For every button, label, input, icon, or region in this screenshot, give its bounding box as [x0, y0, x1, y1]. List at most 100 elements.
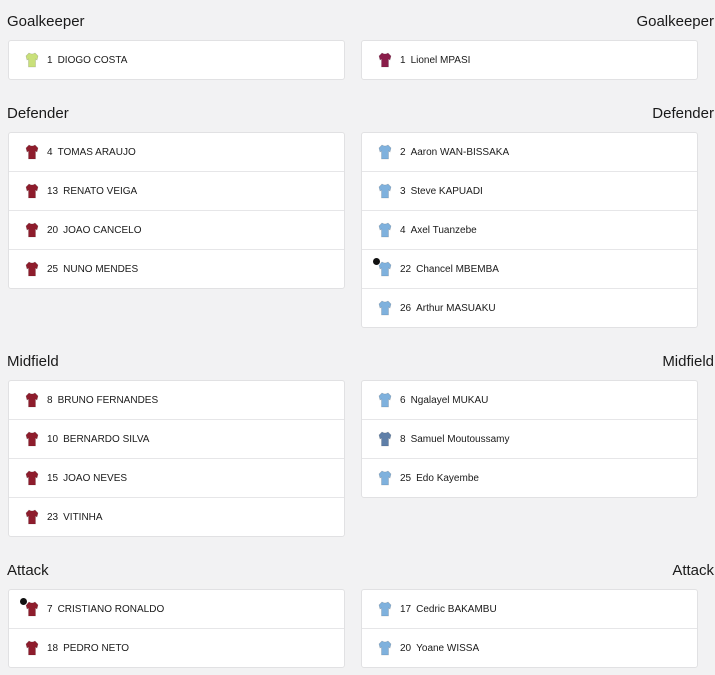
position-section: Midfield 8 BRUNO FERNANDES 10 BERNARDO SILVA…: [0, 340, 715, 537]
player-row[interactable]: 10 BERNARDO SILVA: [9, 419, 344, 458]
position-title: Attack: [672, 562, 714, 579]
player-row[interactable]: 17 Cedric BAKAMBU: [362, 590, 697, 628]
player-name: Lionel MPASI: [410, 54, 471, 66]
away-column: Midfield 6 Ngalayel MUKAU 8 Samuel Moutoussa…: [361, 340, 714, 537]
away-column: Goalkeeper 1 Lionel MPASI: [361, 0, 714, 80]
shirt: [25, 509, 39, 525]
player-row[interactable]: 1 DIOGO COSTA: [9, 41, 344, 79]
player-name: Arthur MASUAKU: [416, 302, 496, 314]
shirt-number: 18: [47, 642, 59, 654]
shirt-icon: [372, 257, 392, 277]
player-list: 1 Lionel MPASI: [361, 40, 698, 80]
player-row[interactable]: 3 Steve KAPUADI: [362, 171, 697, 210]
shirt-icon: [378, 601, 392, 617]
shirt: [378, 470, 392, 486]
position-title: Defender: [652, 105, 714, 122]
player-list: 6 Ngalayel MUKAU 8 Samuel Moutoussamy 25 Edo …: [361, 380, 698, 498]
player-row[interactable]: 25 NUNO MENDES: [9, 249, 344, 288]
player-row[interactable]: 13 RENATO VEIGA: [9, 171, 344, 210]
shirt: [378, 261, 392, 277]
shirt: [378, 431, 392, 447]
shirt-icon: [25, 261, 39, 277]
player-row[interactable]: 7 CRISTIANO RONALDO: [9, 590, 344, 628]
player-row[interactable]: 8 BRUNO FERNANDES: [9, 381, 344, 419]
shirt-number: 17: [400, 603, 412, 615]
position-title: Midfield: [7, 353, 59, 370]
shirt-number: 22: [400, 263, 412, 275]
captain-badge: [19, 597, 28, 606]
shirt: [25, 392, 39, 408]
shirt-icon: [378, 640, 392, 656]
shirt: [25, 261, 39, 277]
player-row[interactable]: 1 Lionel MPASI: [362, 41, 697, 79]
player-name: BERNARDO SILVA: [63, 433, 150, 445]
shirt-icon: [378, 222, 392, 238]
player-name: JOAO NEVES: [63, 472, 128, 484]
shirt: [378, 640, 392, 656]
player-row[interactable]: 2 Aaron WAN-BISSAKA: [362, 133, 697, 171]
shirt-number: 2: [400, 146, 406, 158]
shirt-icon: [378, 470, 392, 486]
player-name: Aaron WAN-BISSAKA: [410, 146, 510, 158]
position-title: Midfield: [662, 353, 714, 370]
player-row[interactable]: 25 Edo Kayembe: [362, 458, 697, 497]
shirt-icon: [25, 144, 39, 160]
shirt-icon: [25, 52, 39, 68]
shirt-number: 7: [47, 603, 53, 615]
player-name: Cedric BAKAMBU: [416, 603, 497, 615]
shirt: [378, 222, 392, 238]
shirt-number: 8: [400, 433, 406, 445]
player-name: JOAO CANCELO: [63, 224, 142, 236]
player-name: Steve KAPUADI: [410, 185, 483, 197]
shirt-number: 25: [47, 263, 59, 275]
shirt: [25, 601, 39, 617]
position-title: Defender: [7, 105, 69, 122]
player-list: 17 Cedric BAKAMBU 20 Yoane WISSA: [361, 589, 698, 668]
player-row[interactable]: 26 Arthur MASUAKU: [362, 288, 697, 327]
position-section: Attack 7 CRISTIANO RONALDO 18 PEDRO NETO Atta…: [0, 549, 715, 668]
shirt-icon: [378, 144, 392, 160]
player-list: 4 TOMAS ARAUJO 13 RENATO VEIGA 20 JOAO CANCEL…: [8, 132, 345, 289]
player-row[interactable]: 23 VITINHA: [9, 497, 344, 536]
player-list: 8 BRUNO FERNANDES 10 BERNARDO SILVA 15 JOAO N…: [8, 380, 345, 537]
shirt-icon: [25, 222, 39, 238]
shirt-icon: [378, 52, 392, 68]
player-row[interactable]: 4 TOMAS ARAUJO: [9, 133, 344, 171]
shirt: [25, 52, 39, 68]
player-list: 7 CRISTIANO RONALDO 18 PEDRO NETO: [8, 589, 345, 668]
player-row[interactable]: 18 PEDRO NETO: [9, 628, 344, 667]
player-row[interactable]: 4 Axel Tuanzebe: [362, 210, 697, 249]
player-row[interactable]: 20 JOAO CANCELO: [9, 210, 344, 249]
home-column: Attack 7 CRISTIANO RONALDO 18 PEDRO NETO: [7, 549, 345, 668]
position-section: Defender 4 TOMAS ARAUJO 13 RENATO VEIGA 20 JOA…: [0, 92, 715, 328]
position-section: Goalkeeper 1 DIOGO COSTA Goalkeeper 1 Lionel …: [0, 0, 715, 80]
player-name: NUNO MENDES: [63, 263, 139, 275]
home-column: Midfield 8 BRUNO FERNANDES 10 BERNARDO SILVA…: [7, 340, 345, 537]
player-row[interactable]: 8 Samuel Moutoussamy: [362, 419, 697, 458]
shirt-number: 25: [400, 472, 412, 484]
shirt-number: 1: [400, 54, 406, 66]
player-name: Ngalayel MUKAU: [410, 394, 489, 406]
shirt-number: 15: [47, 472, 59, 484]
shirt-number: 26: [400, 302, 412, 314]
player-row[interactable]: 22 Chancel MBEMBA: [362, 249, 697, 288]
player-row[interactable]: 20 Yoane WISSA: [362, 628, 697, 667]
captain-badge: [372, 257, 381, 266]
player-name: VITINHA: [63, 511, 103, 523]
shirt-icon: [378, 392, 392, 408]
shirt-icon: [25, 431, 39, 447]
player-name: TOMAS ARAUJO: [57, 146, 136, 158]
player-name: Edo Kayembe: [416, 472, 479, 484]
player-list: 1 DIOGO COSTA: [8, 40, 345, 80]
shirt: [378, 392, 392, 408]
player-row[interactable]: 15 JOAO NEVES: [9, 458, 344, 497]
shirt-icon: [25, 640, 39, 656]
player-name: Chancel MBEMBA: [416, 263, 499, 275]
shirt-number: 4: [47, 146, 53, 158]
player-row[interactable]: 6 Ngalayel MUKAU: [362, 381, 697, 419]
shirt: [25, 144, 39, 160]
position-title: Goalkeeper: [7, 13, 85, 30]
shirt-number: 3: [400, 185, 406, 197]
shirt-number: 4: [400, 224, 406, 236]
